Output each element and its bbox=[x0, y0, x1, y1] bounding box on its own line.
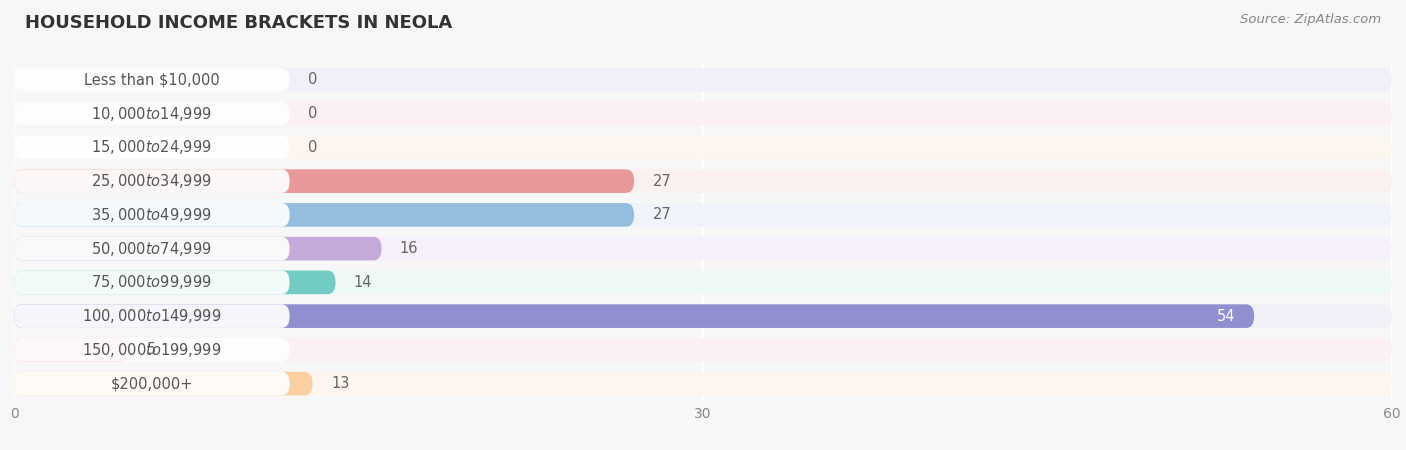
FancyBboxPatch shape bbox=[14, 304, 290, 328]
FancyBboxPatch shape bbox=[14, 338, 1392, 362]
FancyBboxPatch shape bbox=[14, 68, 1392, 92]
FancyBboxPatch shape bbox=[14, 372, 312, 396]
Text: Less than $10,000: Less than $10,000 bbox=[84, 72, 219, 87]
Text: $35,000 to $49,999: $35,000 to $49,999 bbox=[91, 206, 212, 224]
FancyBboxPatch shape bbox=[14, 102, 1392, 126]
Text: $200,000+: $200,000+ bbox=[111, 376, 193, 391]
FancyBboxPatch shape bbox=[14, 169, 634, 193]
FancyBboxPatch shape bbox=[14, 270, 1392, 294]
FancyBboxPatch shape bbox=[14, 203, 1392, 227]
FancyBboxPatch shape bbox=[14, 304, 1392, 328]
FancyBboxPatch shape bbox=[14, 169, 290, 193]
FancyBboxPatch shape bbox=[14, 102, 290, 126]
Text: 13: 13 bbox=[330, 376, 349, 391]
FancyBboxPatch shape bbox=[14, 304, 1254, 328]
Text: 0: 0 bbox=[308, 72, 318, 87]
FancyBboxPatch shape bbox=[14, 203, 634, 227]
Text: $100,000 to $149,999: $100,000 to $149,999 bbox=[82, 307, 222, 325]
Text: $50,000 to $74,999: $50,000 to $74,999 bbox=[91, 239, 212, 257]
FancyBboxPatch shape bbox=[14, 338, 129, 362]
FancyBboxPatch shape bbox=[14, 203, 290, 227]
FancyBboxPatch shape bbox=[14, 270, 336, 294]
Text: 5: 5 bbox=[148, 342, 156, 357]
FancyBboxPatch shape bbox=[14, 237, 1392, 261]
Text: $75,000 to $99,999: $75,000 to $99,999 bbox=[91, 273, 212, 292]
Text: 27: 27 bbox=[652, 174, 671, 189]
FancyBboxPatch shape bbox=[14, 270, 290, 294]
FancyBboxPatch shape bbox=[14, 169, 1392, 193]
FancyBboxPatch shape bbox=[14, 68, 290, 92]
Text: 0: 0 bbox=[308, 106, 318, 121]
FancyBboxPatch shape bbox=[14, 237, 381, 261]
Text: 16: 16 bbox=[399, 241, 419, 256]
Text: 27: 27 bbox=[652, 207, 671, 222]
Text: $150,000 to $199,999: $150,000 to $199,999 bbox=[82, 341, 222, 359]
Text: $15,000 to $24,999: $15,000 to $24,999 bbox=[91, 139, 212, 157]
FancyBboxPatch shape bbox=[14, 372, 1392, 396]
Text: 54: 54 bbox=[1218, 309, 1236, 324]
Text: $25,000 to $34,999: $25,000 to $34,999 bbox=[91, 172, 212, 190]
FancyBboxPatch shape bbox=[14, 372, 290, 396]
Text: HOUSEHOLD INCOME BRACKETS IN NEOLA: HOUSEHOLD INCOME BRACKETS IN NEOLA bbox=[25, 14, 453, 32]
FancyBboxPatch shape bbox=[14, 135, 290, 159]
Text: Source: ZipAtlas.com: Source: ZipAtlas.com bbox=[1240, 14, 1381, 27]
FancyBboxPatch shape bbox=[14, 135, 1392, 159]
Text: 14: 14 bbox=[354, 275, 373, 290]
Text: 0: 0 bbox=[308, 140, 318, 155]
FancyBboxPatch shape bbox=[14, 338, 290, 362]
FancyBboxPatch shape bbox=[14, 237, 290, 261]
Text: $10,000 to $14,999: $10,000 to $14,999 bbox=[91, 105, 212, 122]
